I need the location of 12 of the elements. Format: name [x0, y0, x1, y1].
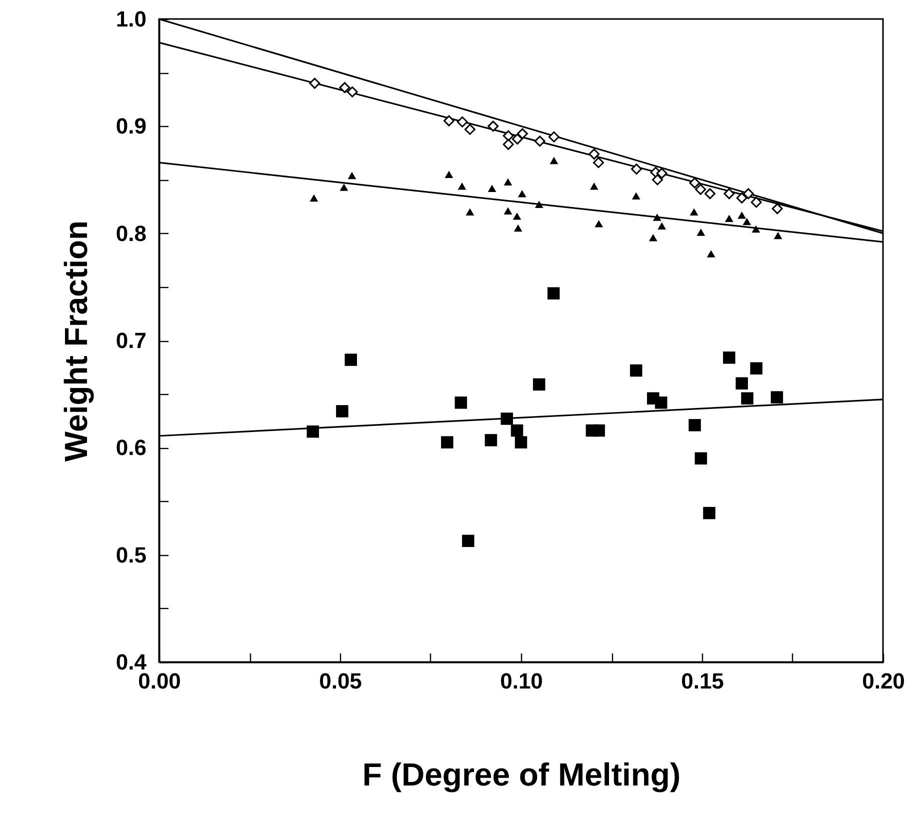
y-tick-label: 0.5: [116, 542, 146, 568]
x-tick-label: 0.10: [500, 668, 543, 694]
x-axis-title: F (Degree of Melting): [362, 756, 681, 792]
y-axis-title: Weight Fraction: [58, 220, 94, 462]
y-tick-label: 1.0: [116, 6, 146, 32]
y-tick-label: 0.9: [116, 114, 146, 139]
x-tick-label: 0.20: [862, 668, 905, 694]
y-tick-label: 0.7: [116, 328, 146, 353]
x-tick-label: 0.15: [681, 668, 724, 694]
y-tick-label: 0.8: [116, 220, 146, 246]
x-tick-label: 0.05: [319, 668, 362, 694]
y-tick-label: 0.6: [116, 435, 146, 460]
